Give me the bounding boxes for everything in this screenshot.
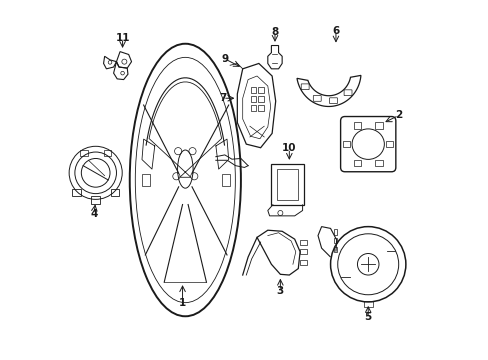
- Bar: [110, 189, 119, 196]
- Text: 4: 4: [90, 209, 98, 219]
- Bar: [91, 197, 100, 204]
- Bar: [72, 189, 81, 196]
- Text: 11: 11: [115, 33, 129, 43]
- Text: 7: 7: [219, 93, 226, 103]
- Text: 2: 2: [394, 111, 402, 121]
- Text: 1: 1: [179, 298, 186, 308]
- Text: 5: 5: [364, 312, 371, 322]
- Text: 9: 9: [221, 54, 228, 64]
- Text: 8: 8: [271, 27, 278, 37]
- Text: 6: 6: [332, 26, 339, 36]
- Text: 10: 10: [282, 143, 296, 153]
- Text: 3: 3: [276, 286, 284, 296]
